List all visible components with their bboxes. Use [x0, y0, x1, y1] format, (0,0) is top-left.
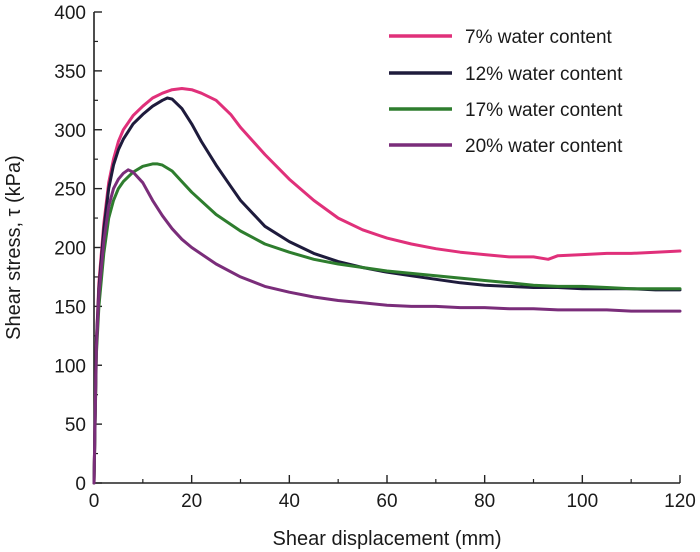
x-tick-label: 80: [474, 491, 495, 512]
y-tick-label: 0: [75, 474, 86, 495]
y-axis-label: Shear stress, τ (kPa): [3, 155, 25, 340]
series-line-4: [92, 168, 682, 485]
x-tick-label: 0: [89, 491, 100, 512]
legend-label-3: 17% water content: [465, 100, 623, 121]
x-tick-label: 60: [376, 491, 397, 512]
y-tick-label: 400: [54, 3, 86, 24]
y-tick-label: 250: [54, 180, 86, 201]
series-line-2: [92, 96, 682, 485]
x-tick-label: 100: [566, 491, 598, 512]
x-tick-label: 120: [664, 491, 696, 512]
y-tick-label: 350: [54, 62, 86, 83]
series-line-1: [92, 87, 682, 485]
legend-label-1: 7% water content: [465, 27, 613, 48]
y-tick-label: 150: [54, 297, 86, 318]
y-tick-label: 300: [54, 121, 86, 142]
y-tick-label: 100: [54, 356, 86, 377]
x-tick-label: 20: [181, 491, 202, 512]
legend-label-2: 12% water content: [465, 64, 623, 85]
ticks: 0 20 40 60 80 100 120 0 50 100 150 200 250 300 350 400: [54, 3, 696, 512]
legend-label-4: 20% water content: [465, 136, 623, 157]
x-axis-label: Shear displacement (mm): [273, 528, 502, 550]
series-layer: [92, 87, 682, 485]
x-tick-label: 40: [279, 491, 300, 512]
legend: 7% water content 12% water content 17% wat…: [389, 27, 623, 157]
y-tick-label: 50: [65, 415, 86, 436]
series-line-3: [92, 162, 682, 485]
y-tick-label: 200: [54, 239, 86, 260]
